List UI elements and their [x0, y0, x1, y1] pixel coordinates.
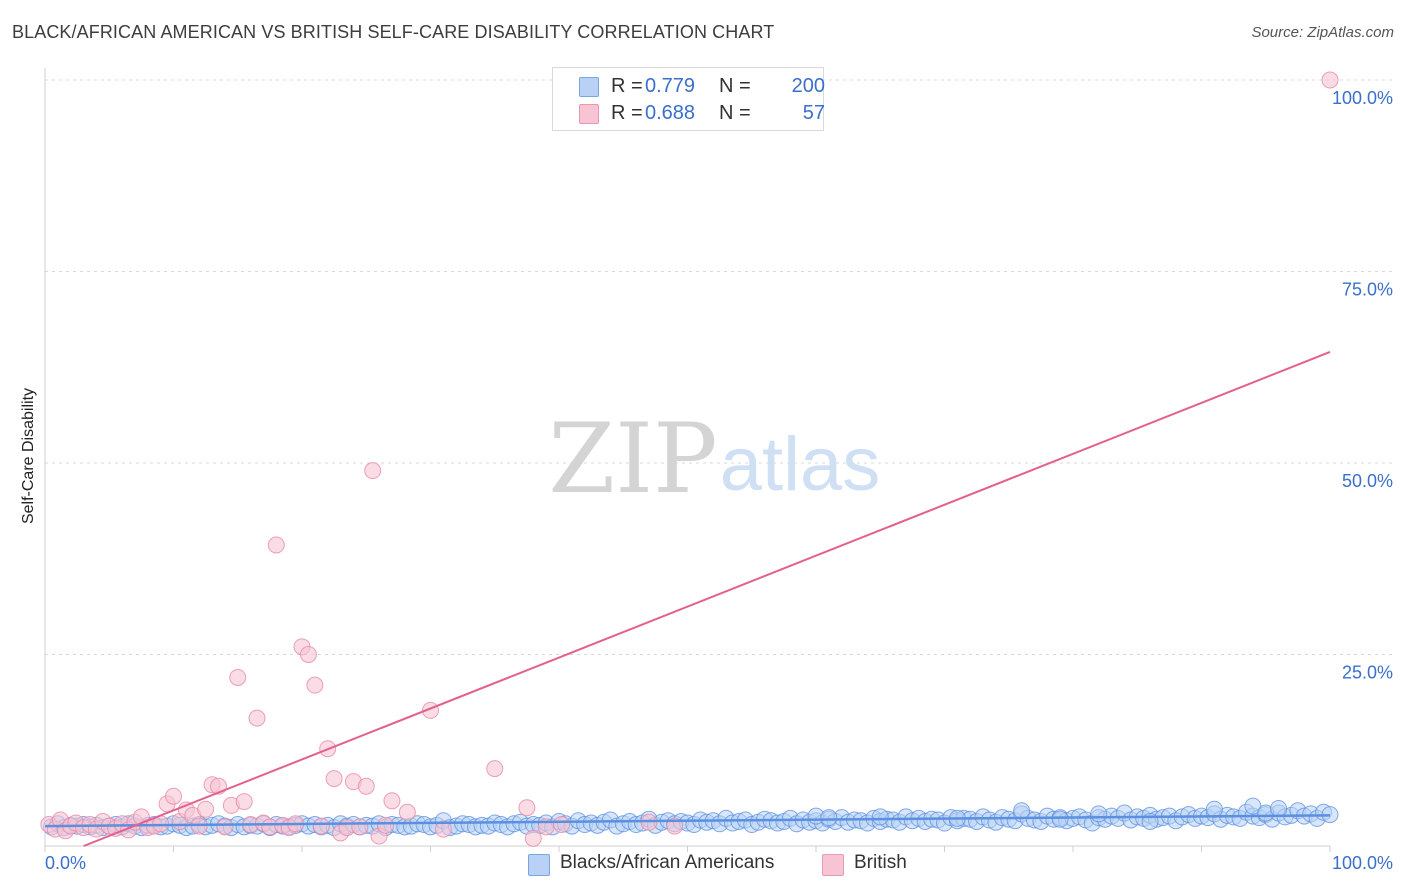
british-point: [216, 818, 234, 836]
legend-r-value: 0.688: [645, 102, 696, 124]
blacks-point: [871, 808, 889, 826]
british-point: [377, 816, 395, 834]
british-point: [229, 668, 247, 686]
blacks-point: [820, 809, 838, 827]
british-point: [486, 760, 504, 778]
tick-labels: 25.0% 50.0% 75.0% 100.0% 0.0% 100.0%: [45, 88, 1393, 873]
british-point: [357, 777, 375, 795]
legend-r-label: R =: [611, 75, 643, 97]
british-point: [267, 536, 285, 554]
grid-lines: [45, 79, 1392, 655]
y-tick-label: 75.0%: [1342, 280, 1393, 300]
british-point: [434, 820, 452, 838]
bottom-legend-swatch-pink: [822, 854, 844, 876]
british-point: [553, 816, 571, 834]
british-point: [398, 803, 416, 821]
trend-lines: [44, 351, 1331, 847]
x-tick-label-max: 100.0%: [1332, 853, 1393, 873]
british-point: [306, 676, 324, 694]
british-point: [325, 770, 343, 788]
correlation-legend: R = 0.779 N = 200 R = 0.688 N = 57: [552, 67, 825, 131]
bottom-legend-label: British: [854, 852, 907, 873]
legend-n-value: 57: [802, 102, 825, 124]
british-point: [383, 792, 401, 810]
british-point: [524, 829, 542, 847]
blacks-point: [1205, 800, 1223, 818]
axes: [44, 68, 1331, 852]
british-point: [351, 818, 369, 836]
british-point: [197, 800, 215, 818]
british-point: [165, 787, 182, 805]
x-tick-label-min: 0.0%: [45, 853, 86, 873]
blacks-point: [1051, 810, 1069, 828]
watermark: ZIP atlas: [548, 403, 880, 515]
y-tick-label: 100.0%: [1332, 88, 1393, 108]
british-point: [364, 462, 382, 480]
watermark-zip: ZIP: [548, 403, 717, 515]
british-point: [312, 817, 330, 835]
bottom-legend-swatch-blue: [528, 854, 550, 876]
watermark-atlas: atlas: [720, 422, 881, 507]
british-point: [518, 799, 536, 817]
british-point: [248, 709, 266, 727]
blacks-point: [1270, 799, 1288, 817]
british-point: [299, 646, 317, 663]
blacks-point: [1013, 802, 1031, 820]
legend-swatch-pink: [579, 104, 599, 124]
legend-swatch-blue: [579, 77, 599, 97]
chart-title: BLACK/AFRICAN AMERICAN VS BRITISH SELF-C…: [12, 22, 775, 42]
bottom-legend-label: Blacks/African Americans: [560, 852, 775, 873]
legend-r-label: R =: [611, 102, 643, 124]
legend-n-value: 200: [791, 75, 825, 97]
source-credit: Source: ZipAtlas.com: [1251, 24, 1394, 41]
british-point: [1321, 71, 1339, 89]
british-point: [235, 793, 253, 811]
blacks-point: [1090, 805, 1108, 823]
legend-n-label: N =: [719, 102, 751, 124]
y-tick-label: 25.0%: [1342, 663, 1393, 683]
y-tick-label: 50.0%: [1342, 471, 1393, 491]
blacks-trend-line: [44, 814, 1331, 828]
legend-r-value: 0.779: [645, 75, 696, 97]
british-trend-line: [83, 351, 1331, 847]
legend-n-label: N =: [719, 75, 751, 97]
